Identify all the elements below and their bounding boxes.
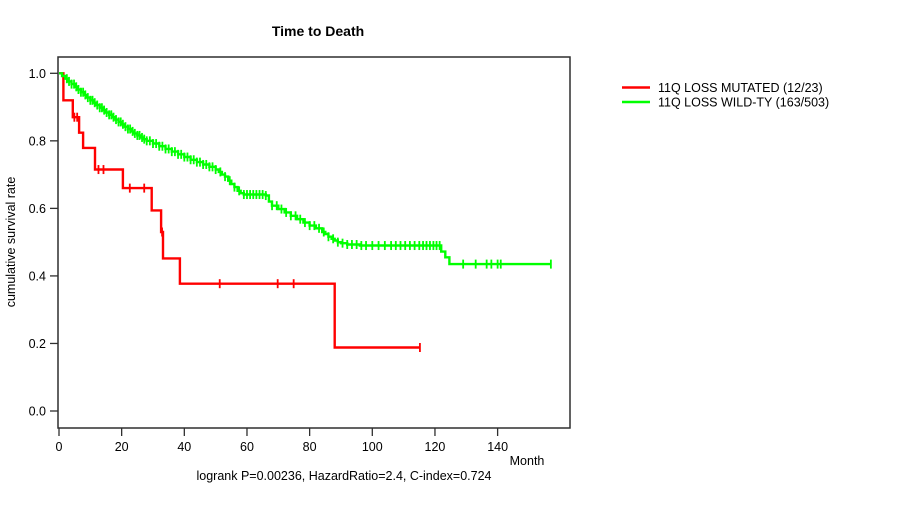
y-axis-label: cumulative survival rate [4, 177, 18, 308]
x-tick-label: 80 [303, 440, 317, 454]
x-tick-label: 20 [115, 440, 129, 454]
x-tick-label: 100 [362, 440, 383, 454]
legend: 11Q LOSS MUTATED (12/23) 11Q LOSS WILD-T… [622, 81, 829, 110]
y-tick-label: 0.8 [29, 134, 46, 148]
survival-curve [59, 72, 420, 349]
y-tick-label: 0.2 [29, 337, 46, 351]
survival-curve [59, 72, 551, 266]
plot-title: Time to Death [272, 23, 364, 39]
plot-box [57, 56, 571, 429]
y-tick-label: 0.4 [29, 269, 46, 283]
x-tick-label: 140 [487, 440, 508, 454]
x-tick-label: 60 [240, 440, 254, 454]
x-tick-label: 0 [56, 440, 63, 454]
x-axis-label: Month [510, 454, 545, 468]
legend-label-wildtype: 11Q LOSS WILD-TY (163/503) [658, 96, 829, 110]
y-axis-ticks: 0.0 0.2 0.4 0.6 0.8 1.0 [29, 67, 58, 419]
stats-footer: logrank P=0.00236, HazardRatio=2.4, C-in… [197, 469, 492, 483]
series-mutated [59, 72, 421, 353]
x-axis-ticks: 0 20 40 60 80 100 120 140 [56, 428, 508, 454]
x-tick-label: 40 [177, 440, 191, 454]
legend-label-mutated: 11Q LOSS MUTATED (12/23) [658, 81, 823, 95]
y-tick-label: 1.0 [29, 67, 46, 81]
x-tick-label: 120 [425, 440, 446, 454]
survival-curves [59, 72, 552, 353]
y-tick-label: 0.6 [29, 202, 46, 216]
y-tick-label: 0.0 [29, 405, 46, 419]
series-wildtype [59, 72, 552, 269]
